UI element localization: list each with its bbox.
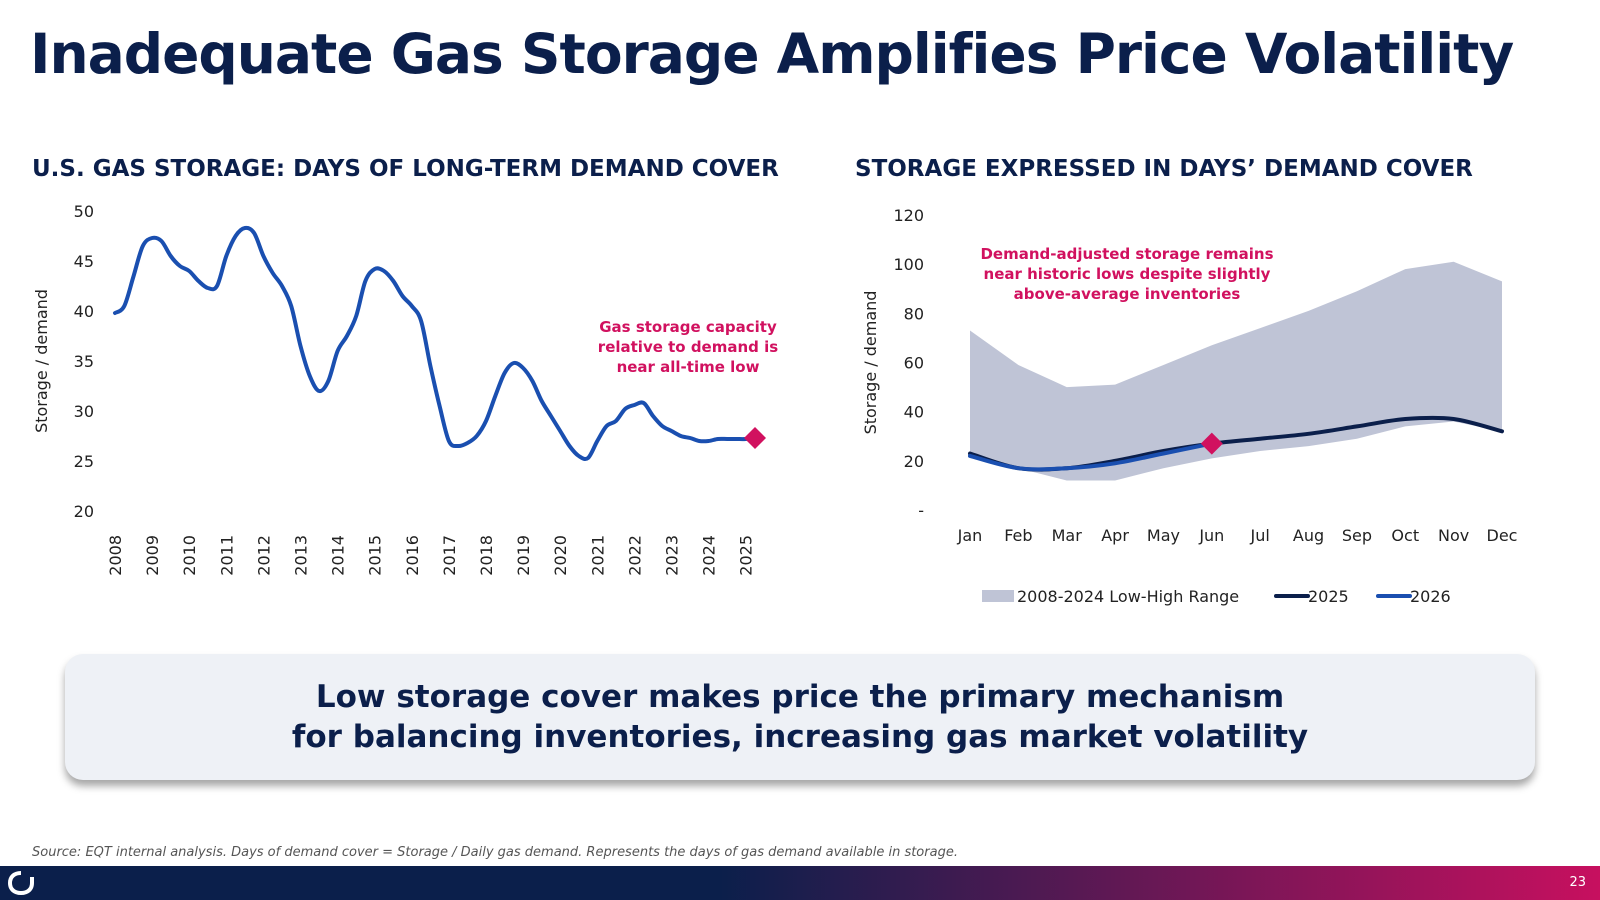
x-tick-label: May [1147, 526, 1180, 545]
annotation-line: above-average inventories [1014, 285, 1241, 303]
x-tick-label: Jul [1250, 526, 1270, 545]
x-tick-label: Apr [1101, 526, 1129, 545]
key-takeaway-box: Low storage cover makes price the primar… [65, 654, 1535, 780]
x-tick-label: 2020 [551, 535, 570, 576]
annotation-line: near historic lows despite slightly [984, 265, 1271, 283]
y-tick-label: 35 [74, 352, 94, 371]
takeaway-line-1: Low storage cover makes price the primar… [315, 679, 1285, 715]
x-tick-label: Feb [1004, 526, 1032, 545]
y-tick-label: 80 [904, 304, 924, 323]
x-tick-label: 2015 [366, 535, 385, 576]
seasonal-demand-cover-chart: - 20 40 60 80 100 120 Jan Feb Mar Apr May Jun Jul Aug S… [861, 206, 1518, 606]
y-tick-label: 120 [893, 206, 924, 225]
x-tick-label: 2016 [403, 535, 422, 576]
x-tick-label: 2013 [292, 535, 311, 576]
storage-cover-line [113, 225, 757, 462]
x-tick-label: Aug [1293, 526, 1324, 545]
x-tick-label: Dec [1487, 526, 1518, 545]
x-tick-label: Oct [1391, 526, 1419, 545]
annotation-line: near all-time low [617, 358, 760, 376]
x-tick-label: Nov [1438, 526, 1469, 545]
company-logo-icon [8, 871, 34, 895]
x-tick-label: 2019 [514, 535, 533, 576]
x-tick-label: 2024 [700, 535, 719, 576]
y-tick-label: - [918, 501, 924, 520]
y-tick-label: 60 [904, 354, 924, 373]
x-tick-label: 2025 [737, 535, 756, 576]
footer-bar: 23 [0, 866, 1600, 900]
annotation-line: Gas storage capacity [599, 318, 777, 336]
y-tick-label: 45 [74, 252, 94, 271]
y-tick-label: 20 [74, 502, 94, 521]
y-axis-label: Storage / demand [861, 291, 880, 435]
takeaway-line-2: for balancing inventories, increasing ga… [291, 719, 1309, 755]
y-tick-label: 50 [74, 202, 94, 221]
y-tick-label: 100 [893, 255, 924, 274]
y-tick-label: 30 [74, 402, 94, 421]
x-tick-label: 2009 [143, 535, 162, 576]
x-tick-label: Jan [957, 526, 983, 545]
x-tick-label: 2010 [180, 535, 199, 576]
x-tick-label: 2018 [477, 535, 496, 576]
x-tick-label: 2014 [329, 535, 348, 576]
annotation-line: Demand-adjusted storage remains [980, 245, 1273, 263]
latest-2026-marker [1200, 432, 1223, 455]
x-tick-label: 2011 [217, 535, 236, 576]
legend-label-range: 2008-2024 Low-High Range [1017, 587, 1239, 606]
x-tick-label: 2022 [625, 535, 644, 576]
legend-swatch-range [982, 590, 1014, 602]
x-tick-label: 2008 [106, 535, 125, 576]
x-tick-label: 2017 [440, 535, 459, 576]
x-tick-label: Jun [1198, 526, 1224, 545]
x-tick-label: 2021 [588, 535, 607, 576]
y-tick-label: 25 [74, 452, 94, 471]
y-tick-label: 40 [74, 302, 94, 321]
series-2026-line [968, 441, 1214, 472]
y-tick-label: 40 [904, 403, 924, 422]
x-tick-label: Sep [1342, 526, 1372, 545]
source-note: Source: EQT internal analysis. Days of d… [32, 845, 958, 860]
x-tick-label: 2023 [663, 535, 682, 576]
legend-label-2026: 2026 [1410, 587, 1451, 606]
right-chart-title: STORAGE EXPRESSED IN DAYS’ DEMAND COVER [855, 156, 1473, 182]
x-tick-label: Mar [1052, 526, 1083, 545]
legend-label-2025: 2025 [1308, 587, 1349, 606]
y-tick-label: 20 [904, 452, 924, 471]
left-chart-title: U.S. GAS STORAGE: DAYS OF LONG-TERM DEMA… [32, 156, 779, 182]
annotation-line: relative to demand is [598, 338, 778, 356]
latest-value-marker [744, 427, 766, 449]
page-number: 23 [1569, 875, 1586, 890]
x-tick-label: 2012 [254, 535, 273, 576]
y-axis-label: Storage / demand [32, 289, 51, 433]
page-title: Inadequate Gas Storage Amplifies Price V… [30, 22, 1514, 86]
